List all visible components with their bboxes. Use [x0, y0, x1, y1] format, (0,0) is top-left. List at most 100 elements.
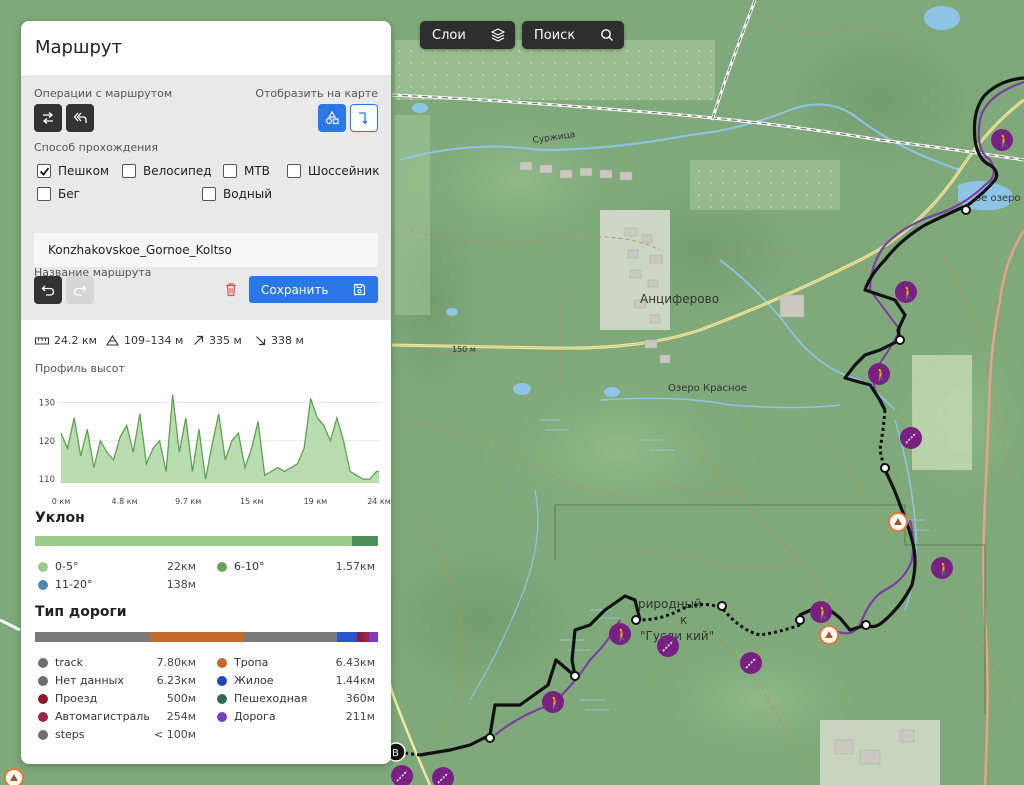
legend-label: 0-5° — [55, 560, 79, 573]
undo-button[interactable] — [34, 276, 62, 304]
legend-dot — [38, 561, 48, 572]
lake-label-krasnoe: Озеро Красное — [668, 383, 747, 394]
road-bar-segment — [35, 632, 150, 642]
profile-x-tick: 0 км — [52, 497, 71, 506]
arrow-up-right-icon — [194, 335, 204, 345]
profile-x-tick: 24 км — [367, 497, 391, 506]
mode-run-label: Бег — [58, 187, 80, 201]
path-segment-icon[interactable] — [391, 765, 413, 785]
hiker-icon[interactable]: 🚶 — [936, 561, 952, 577]
profile-line — [60, 394, 379, 480]
hiker-icon[interactable]: 🚶 — [547, 695, 563, 711]
save-button[interactable]: Сохранить — [249, 276, 378, 303]
redo-icon — [73, 285, 87, 296]
mode-bike-label: Велосипед — [143, 164, 212, 178]
reserve-label-3: "Гусли кий" — [640, 629, 714, 643]
legend-dot — [38, 657, 48, 668]
svg-text:В: В — [392, 748, 399, 759]
hiker-icon[interactable]: 🚶 — [996, 133, 1012, 149]
road-legend-item: Пешеходная — [217, 692, 307, 705]
profile-x-tick: 9.7 км — [175, 497, 201, 506]
legend-label: Проезд — [55, 692, 98, 705]
profile-y-tick: 110 — [39, 475, 55, 485]
search-icon — [600, 28, 614, 42]
slope-bar — [35, 536, 378, 546]
profile-y-tick: 120 — [39, 437, 55, 447]
elevation-profile-chart[interactable]: 130 120 110 0 км 4.8 км 9.7 км 15 км 19 км 24 км — [21, 351, 391, 511]
mode-walk-checkbox[interactable]: Пешком — [37, 164, 109, 178]
slope-legend-0-5: 0-5° — [38, 560, 78, 573]
road-legend-value: 6.43км — [335, 656, 375, 669]
route-segment-icon — [359, 112, 368, 125]
legend-label: Дорога — [234, 710, 276, 723]
road-legend-value: 1.44км — [335, 674, 375, 687]
path-segment-icon[interactable] — [740, 652, 762, 674]
road-legend-item: steps — [38, 728, 85, 741]
legend-label: Автомагистраль — [55, 710, 150, 723]
mode-run-checkbox[interactable]: Бег — [37, 187, 80, 201]
legend-dot — [38, 675, 48, 686]
undo-icon — [41, 285, 55, 296]
warning-poi-icon[interactable] — [819, 625, 839, 645]
slope-legend-6-10: 6-10° — [217, 560, 264, 573]
path-segment-icon[interactable] — [432, 767, 454, 785]
legend-label: steps — [55, 728, 85, 741]
legend-label: Нет данных — [55, 674, 124, 687]
path-segment-icon[interactable] — [657, 635, 679, 657]
layers-button[interactable]: Слои — [420, 21, 515, 49]
hiker-icon[interactable]: 🚶 — [815, 605, 831, 621]
profile-x-tick: 15 км — [240, 497, 264, 506]
ops-label: Операции с маршрутом — [34, 87, 173, 100]
profile-x-tick: 19 км — [304, 497, 328, 506]
legend-dot — [38, 711, 48, 722]
legend-dot — [217, 657, 227, 668]
road-legend-item: Дорога — [217, 710, 276, 723]
slope-title: Уклон — [35, 510, 85, 526]
swap-arrows-icon — [42, 112, 54, 124]
return-route-button[interactable] — [66, 104, 94, 132]
road-legend-value: 254м — [166, 710, 196, 723]
slope-value-6-10: 1.57км — [335, 560, 375, 573]
mode-road-bike-checkbox[interactable]: Шоссейник — [287, 164, 379, 178]
slope-bar-segment — [352, 536, 378, 546]
mode-water-checkbox[interactable]: Водный — [202, 187, 272, 201]
legend-dot — [217, 675, 227, 686]
show-pois-toggle[interactable] — [318, 104, 346, 132]
legend-label: Пешеходная — [234, 692, 308, 705]
hiker-icon[interactable]: 🚶 — [900, 285, 916, 301]
road-legend-value: 6.23км — [156, 674, 196, 687]
legend-dot — [217, 561, 227, 572]
checkbox-empty-icon — [37, 187, 51, 201]
panel-title: Маршрут — [35, 37, 123, 58]
save-label: Сохранить — [261, 282, 329, 297]
road-bar-segment — [149, 632, 245, 642]
road-bar-segment — [336, 632, 358, 642]
elevation-range-stat: 109–134 м — [106, 334, 183, 347]
redo-button[interactable] — [66, 276, 94, 304]
legend-label: 11-20° — [55, 578, 93, 591]
hiker-icon[interactable]: 🚶 — [614, 627, 630, 643]
road-legend-item: Автомагистраль — [38, 710, 150, 723]
delete-route-button[interactable] — [224, 282, 238, 301]
hiker-icon[interactable]: 🚶 — [873, 367, 889, 383]
search-button[interactable]: Поиск — [522, 21, 624, 49]
travel-mode-label: Способ прохождения — [34, 141, 159, 154]
warning-poi-icon[interactable] — [4, 768, 24, 785]
road-legend-value: 500м — [166, 692, 196, 705]
shapes-icon — [325, 111, 339, 125]
legend-label: track — [55, 656, 83, 669]
show-route-segments-toggle[interactable] — [350, 104, 378, 132]
profile-area — [61, 394, 379, 483]
path-segment-icon[interactable] — [900, 427, 922, 449]
warning-poi-icon[interactable] — [888, 512, 908, 532]
reverse-route-button[interactable] — [34, 104, 62, 132]
mode-mtb-checkbox[interactable]: МТВ — [223, 164, 270, 178]
mode-bike-checkbox[interactable]: Велосипед — [122, 164, 212, 178]
road-legend-item: Проезд — [38, 692, 97, 705]
display-label: Отобразить на карте — [255, 87, 378, 100]
checkbox-empty-icon — [202, 187, 216, 201]
legend-label: Тропа — [234, 656, 269, 669]
route-name-input[interactable] — [34, 233, 378, 267]
distance-value: 24.2 км — [54, 334, 97, 347]
